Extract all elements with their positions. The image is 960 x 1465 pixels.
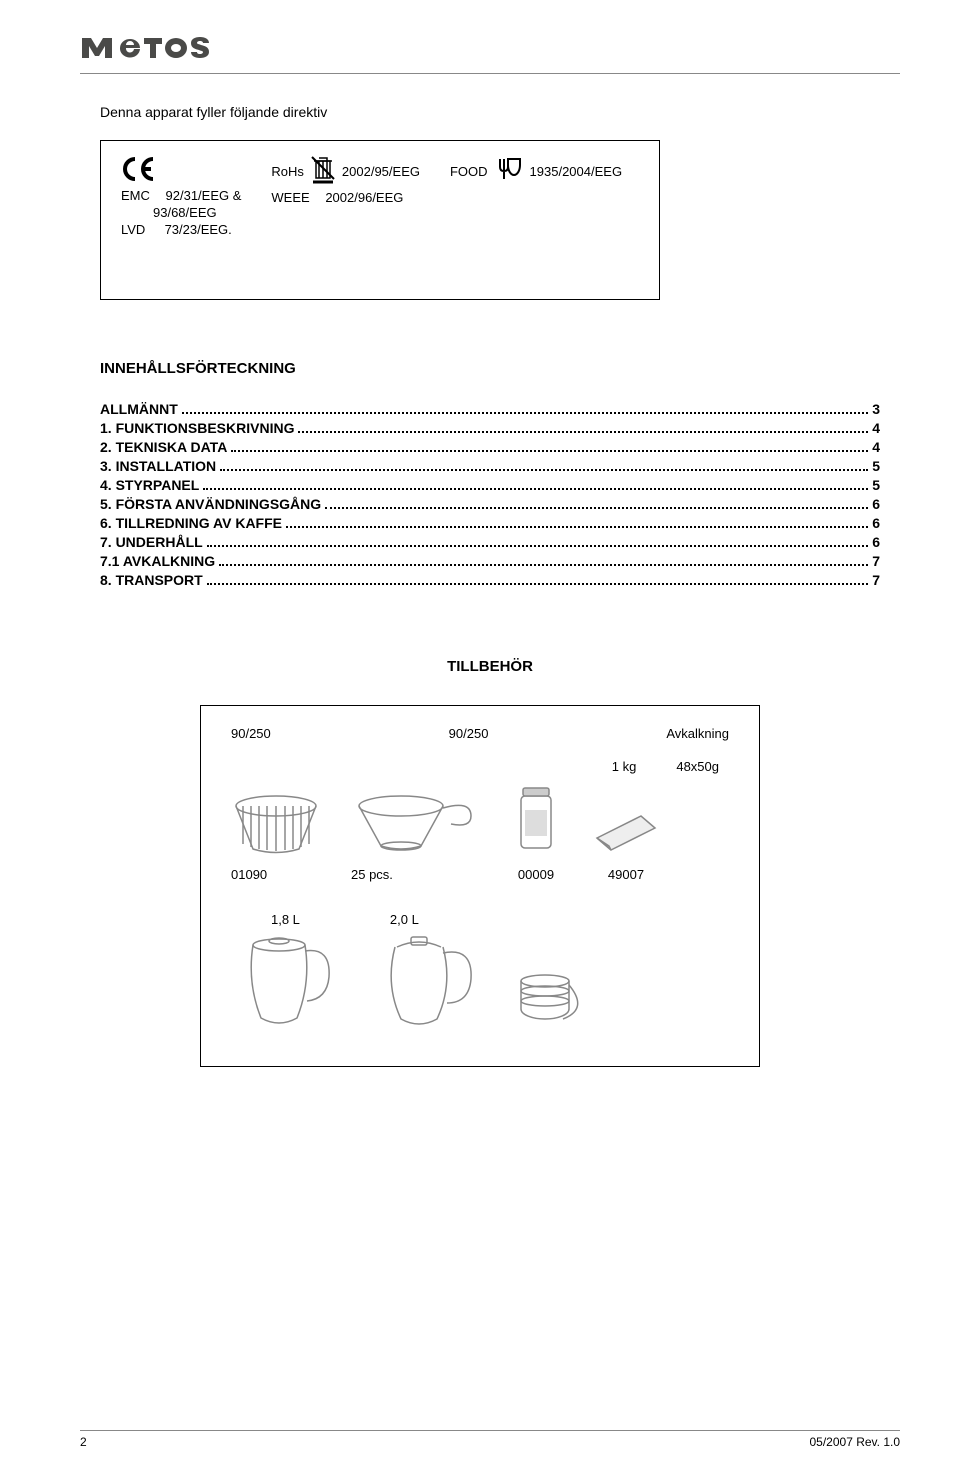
toc-title: INNEHÅLLSFÖRTECKNING bbox=[100, 360, 900, 377]
jug-2-icon bbox=[371, 933, 481, 1036]
directive-col-emc-lvd: EMC 92/31/EEG & 93/68/EEG LVD 73/23/EEG. bbox=[121, 155, 241, 237]
toc-page: 6 bbox=[872, 496, 880, 512]
cup-icon bbox=[511, 963, 591, 1036]
toc-page: 7 bbox=[872, 572, 880, 588]
acc-code1: 25 pcs. bbox=[351, 867, 481, 882]
accessories-title: TILLBEHÖR bbox=[80, 658, 900, 675]
weee-bin-icon bbox=[310, 155, 336, 188]
food-safe-icon bbox=[494, 155, 524, 188]
toc-dots bbox=[286, 518, 868, 528]
emc-label: EMC bbox=[121, 188, 150, 203]
food-val: 1935/2004/EEG bbox=[530, 164, 623, 179]
toc-dots bbox=[298, 423, 868, 433]
toc-page: 4 bbox=[872, 439, 880, 455]
descaler-jar-icon bbox=[511, 784, 561, 857]
header-rule bbox=[80, 30, 900, 74]
toc-row: 7. UNDERHÅLL 6 bbox=[100, 534, 880, 550]
toc-page: 6 bbox=[872, 534, 880, 550]
footer-page: 2 bbox=[80, 1435, 87, 1449]
emc-val1: 92/31/EEG & bbox=[166, 188, 242, 203]
toc-dots bbox=[231, 442, 868, 452]
toc-dots bbox=[207, 537, 869, 547]
toc-label: 2. TEKNISKA DATA bbox=[100, 439, 227, 455]
filter-basket-icon bbox=[231, 794, 321, 857]
footer-rev: 05/2007 Rev. 1.0 bbox=[809, 1435, 900, 1449]
toc-row: ALLMÄNNT 3 bbox=[100, 401, 880, 417]
toc-label: 8. TRANSPORT bbox=[100, 572, 203, 588]
toc-dots bbox=[207, 575, 869, 585]
toc-label: 5. FÖRSTA ANVÄNDNINGSGÅNG bbox=[100, 496, 321, 512]
acc-col2: 90/250 bbox=[449, 726, 489, 741]
toc-dots bbox=[203, 480, 868, 490]
acc-col1: 90/250 bbox=[231, 726, 271, 741]
toc-label: 1. FUNKTIONSBESKRIVNING bbox=[100, 420, 294, 436]
descaler-sachet-icon bbox=[591, 804, 661, 857]
toc-page: 3 bbox=[872, 401, 880, 417]
rohs-val: 2002/95/EEG bbox=[342, 164, 420, 179]
toc: ALLMÄNNT 3 1. FUNKTIONSBESKRIVNING 4 2. TE… bbox=[100, 401, 880, 588]
weee-val: 2002/96/EEG bbox=[325, 190, 403, 205]
toc-dots bbox=[220, 461, 868, 471]
acc-code3: 49007 bbox=[591, 867, 661, 882]
page-footer: 2 05/2007 Rev. 1.0 bbox=[80, 1430, 900, 1449]
lvd-label: LVD bbox=[121, 222, 145, 237]
food-label: FOOD bbox=[450, 164, 488, 179]
acc-weight2: 48x50g bbox=[676, 759, 719, 774]
ce-icon bbox=[121, 155, 157, 186]
toc-page: 4 bbox=[872, 420, 880, 436]
toc-dots bbox=[182, 404, 868, 414]
toc-label: 7. UNDERHÅLL bbox=[100, 534, 203, 550]
emc-val2: 93/68/EEG bbox=[153, 205, 217, 220]
accessories-box: 90/250 90/250 Avkalkning 1 kg 48x50g 010… bbox=[200, 705, 760, 1067]
acc-col3: Avkalkning bbox=[666, 726, 729, 741]
rohs-label: RoHs bbox=[271, 164, 304, 179]
acc-vol2: 2,0 L bbox=[390, 912, 419, 927]
directive-box: EMC 92/31/EEG & 93/68/EEG LVD 73/23/EEG.… bbox=[100, 140, 660, 300]
toc-label: 7.1 AVKALKNING bbox=[100, 553, 215, 569]
filter-holder-icon bbox=[351, 794, 481, 857]
acc-weight1: 1 kg bbox=[612, 759, 637, 774]
lvd-val: 73/23/EEG. bbox=[165, 222, 232, 237]
toc-page: 5 bbox=[872, 477, 880, 493]
toc-row: 6. TILLREDNING AV KAFFE 6 bbox=[100, 515, 880, 531]
toc-row: 4. STYRPANEL 5 bbox=[100, 477, 880, 493]
toc-row: 5. FÖRSTA ANVÄNDNINGSGÅNG 6 bbox=[100, 496, 880, 512]
toc-dots bbox=[219, 556, 868, 566]
toc-page: 6 bbox=[872, 515, 880, 531]
toc-dots bbox=[325, 499, 868, 509]
acc-vol1: 1,8 L bbox=[271, 912, 300, 927]
toc-row: 8. TRANSPORT 7 bbox=[100, 572, 880, 588]
toc-label: 6. TILLREDNING AV KAFFE bbox=[100, 515, 282, 531]
directive-col-food: FOOD 1935/2004/EEG bbox=[450, 155, 622, 188]
weee-label: WEEE bbox=[271, 190, 309, 205]
toc-row: 2. TEKNISKA DATA 4 bbox=[100, 439, 880, 455]
intro-text: Denna apparat fyller följande direktiv bbox=[100, 104, 900, 120]
toc-row: 3. INSTALLATION 5 bbox=[100, 458, 880, 474]
toc-label: ALLMÄNNT bbox=[100, 401, 178, 417]
brand-logo bbox=[80, 30, 270, 67]
toc-row: 1. FUNKTIONSBESKRIVNING 4 bbox=[100, 420, 880, 436]
acc-code2: 00009 bbox=[511, 867, 561, 882]
acc-code0: 01090 bbox=[231, 867, 321, 882]
toc-row: 7.1 AVKALKNING 7 bbox=[100, 553, 880, 569]
toc-page: 5 bbox=[872, 458, 880, 474]
toc-label: 4. STYRPANEL bbox=[100, 477, 199, 493]
toc-label: 3. INSTALLATION bbox=[100, 458, 216, 474]
directive-col-rohs-weee: RoHs 2002/95/EEG WEEE 2002/96/EEG bbox=[271, 155, 420, 205]
jug-1-icon bbox=[231, 933, 341, 1036]
toc-page: 7 bbox=[872, 553, 880, 569]
